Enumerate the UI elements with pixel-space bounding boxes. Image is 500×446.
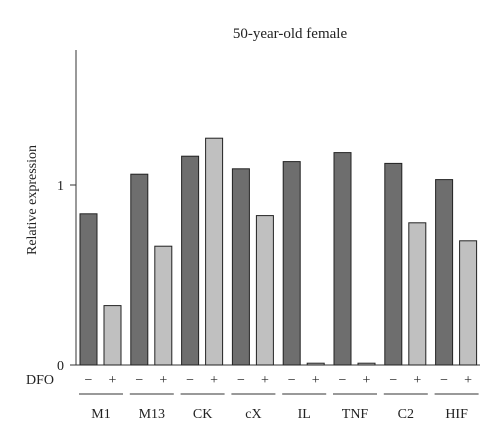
treatment-sign: −	[237, 373, 245, 388]
bar-TNF-plus	[357, 362, 376, 366]
bar-IL-minus	[282, 161, 301, 366]
treatment-sign: −	[440, 373, 448, 388]
bar-HIF-minus	[435, 179, 454, 366]
treatment-sign: +	[261, 373, 269, 388]
bar-M1-plus	[103, 305, 122, 366]
bar-IL-plus	[306, 362, 325, 366]
treatment-sign: −	[288, 373, 296, 388]
treatment-sign: +	[312, 373, 320, 388]
bar-C2-minus	[384, 162, 403, 366]
category-label: HIF	[445, 407, 468, 422]
treatment-sign: +	[363, 373, 371, 388]
bar-TNF-minus	[333, 152, 352, 366]
treatment-sign: −	[85, 373, 93, 388]
y-axis-label: Relative expression	[25, 145, 40, 255]
treatment-sign: +	[159, 373, 167, 388]
category-label: TNF	[342, 407, 369, 422]
bar-M13-plus	[154, 245, 173, 366]
treatment-sign: −	[339, 373, 347, 388]
bar-CK-minus	[181, 155, 200, 366]
y-tick-label: 0	[57, 359, 64, 374]
treatment-label: DFO	[26, 373, 54, 388]
bar-C2-plus	[408, 222, 427, 366]
category-label: M1	[91, 407, 110, 422]
y-tick-label: 1	[57, 179, 64, 194]
treatment-sign: −	[135, 373, 143, 388]
treatment-sign: +	[109, 373, 117, 388]
category-label: M13	[139, 407, 165, 422]
category-label: cX	[245, 407, 261, 422]
category-label: CK	[193, 407, 212, 422]
bar-HIF-plus	[459, 240, 478, 366]
chart-marks: 0 1 − + M1 − + M13 − + CK − + cX − + IL − + TNF − + C2 − + HIF	[57, 137, 479, 422]
category-label: IL	[298, 407, 311, 422]
treatment-sign: +	[464, 373, 472, 388]
bar-cX-plus	[255, 215, 274, 366]
bar-cX-minus	[231, 168, 250, 366]
chart-title: 50-year-old female	[233, 26, 348, 42]
treatment-sign: −	[186, 373, 194, 388]
treatment-sign: −	[389, 373, 397, 388]
bar-M1-minus	[79, 213, 98, 366]
category-label: C2	[398, 407, 414, 422]
bar-CK-plus	[205, 137, 224, 366]
treatment-sign: +	[413, 373, 421, 388]
treatment-sign: +	[210, 373, 218, 388]
bar-M13-minus	[130, 173, 149, 366]
